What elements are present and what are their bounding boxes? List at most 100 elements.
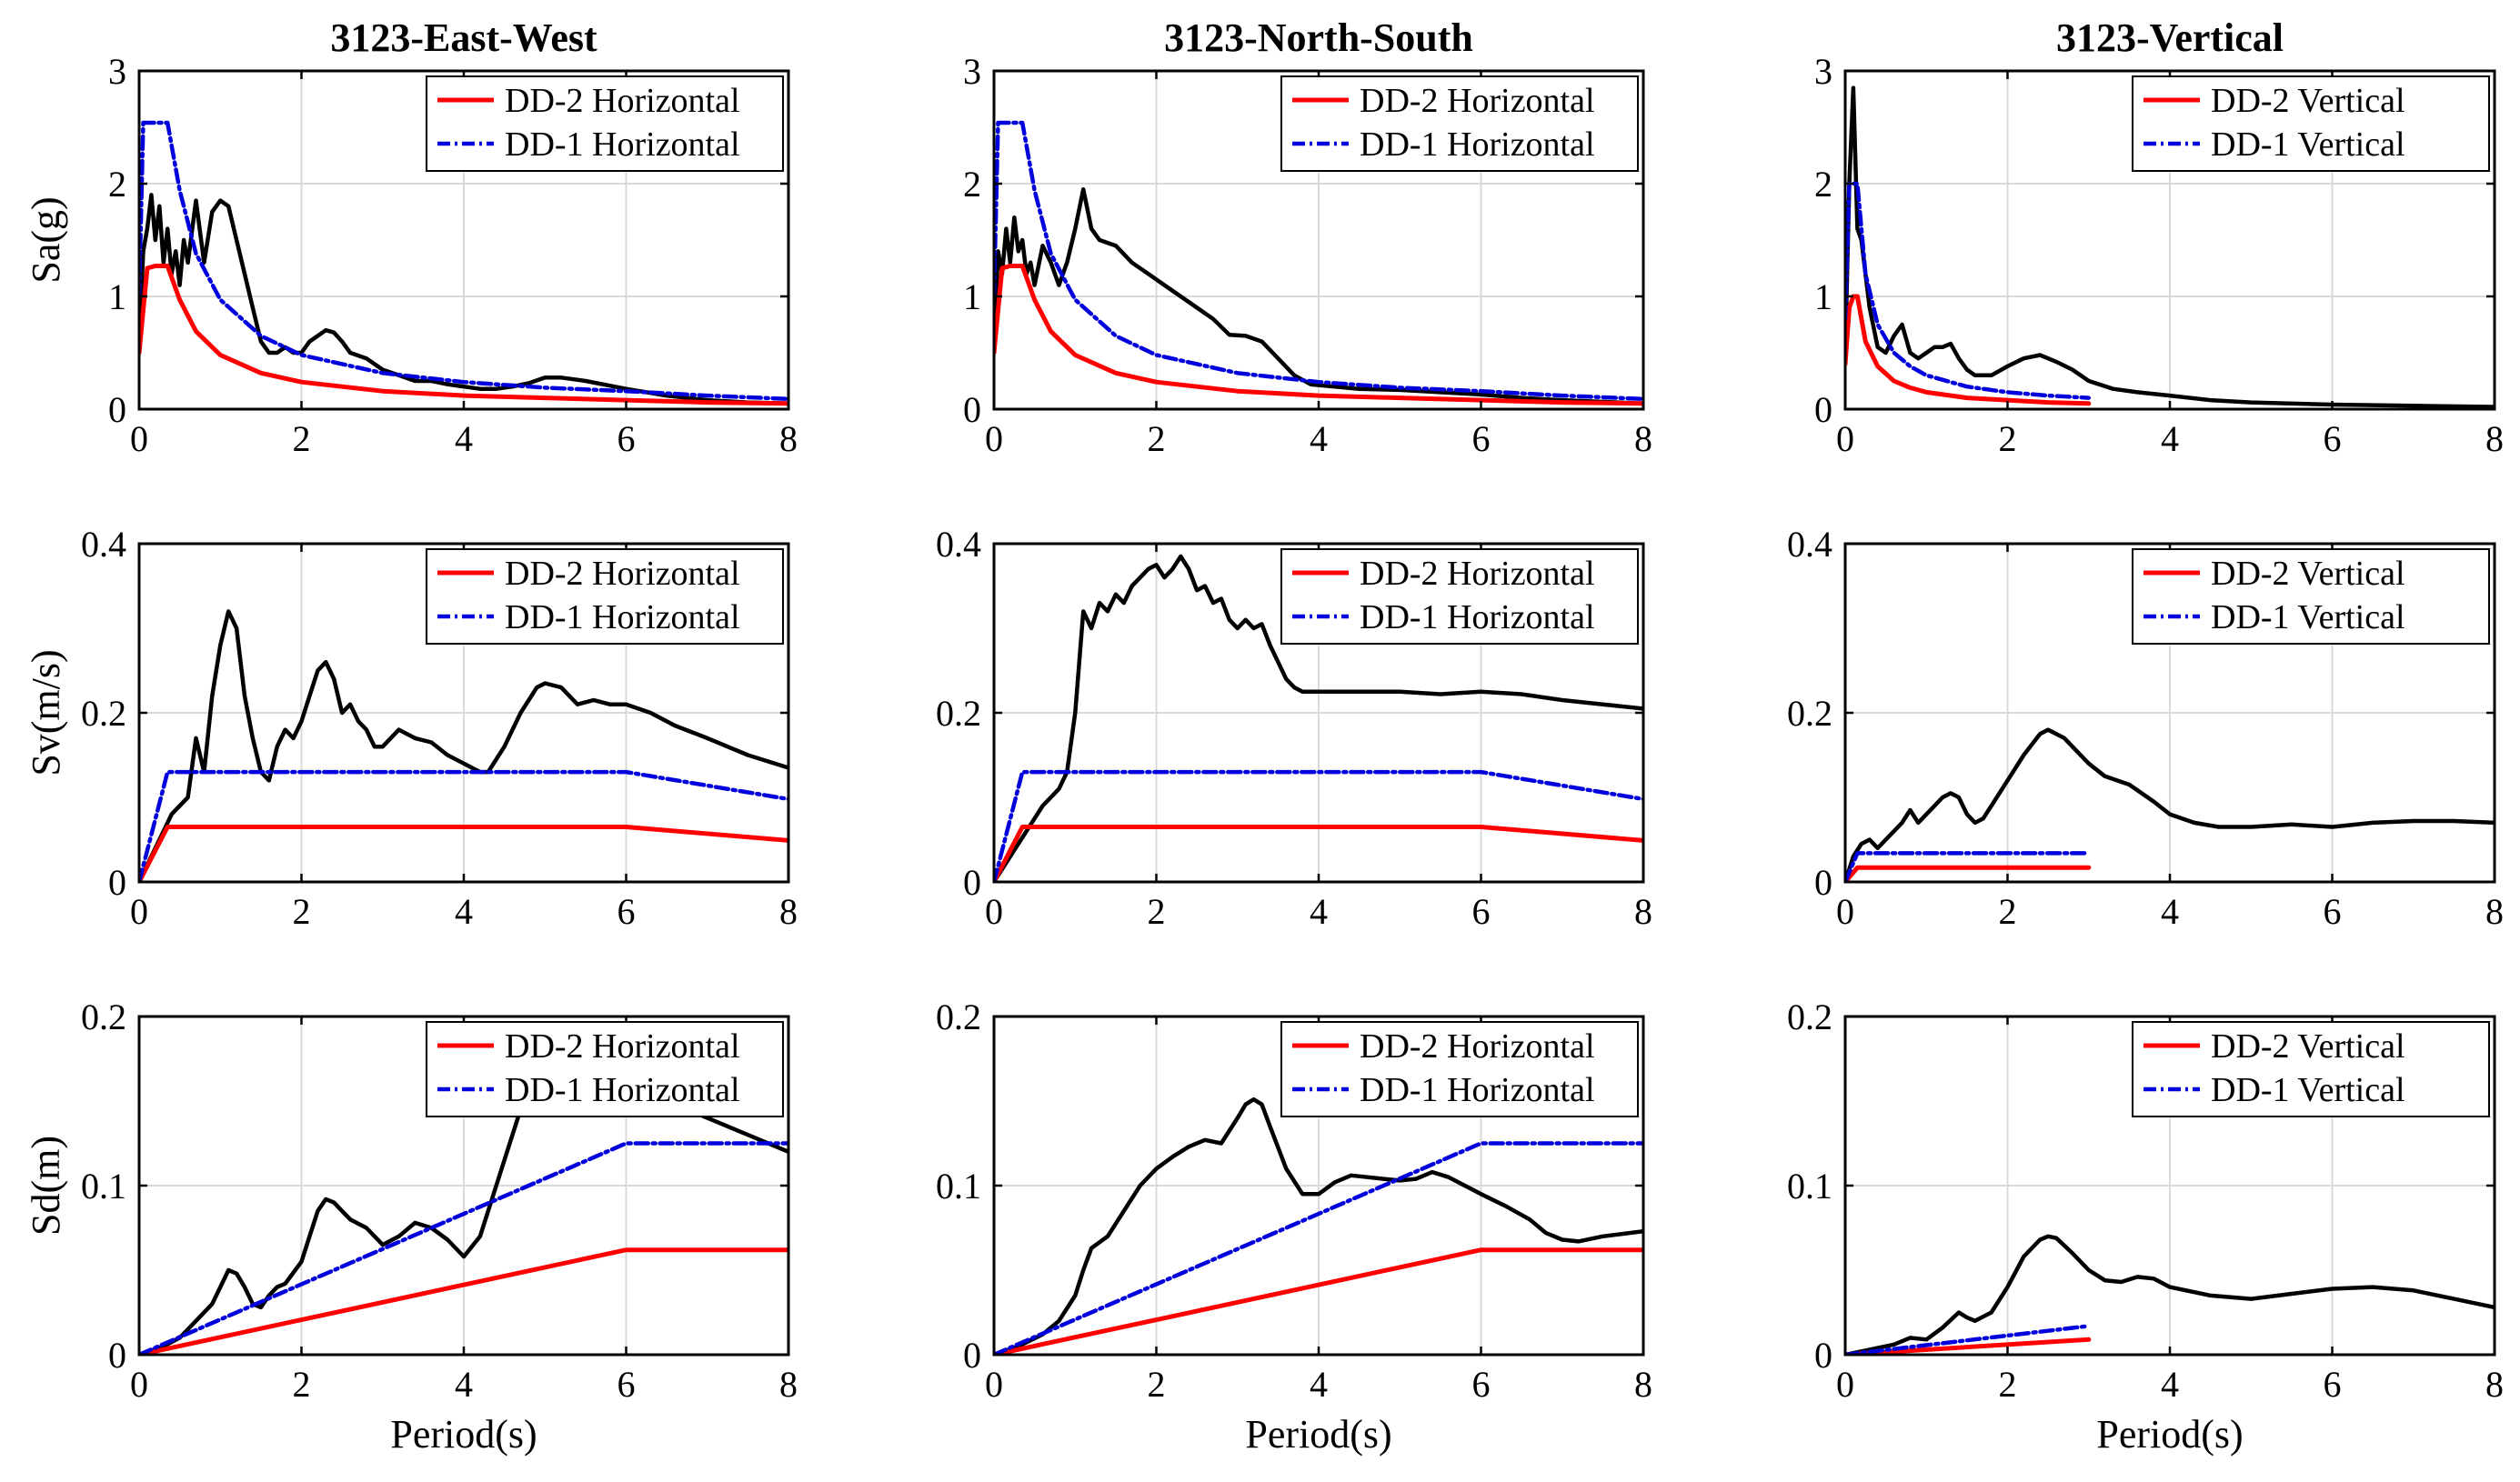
y-tick-label: 0.2 xyxy=(936,693,981,734)
x-tick-label: 6 xyxy=(617,891,636,932)
legend-box xyxy=(426,1021,784,1117)
legend: DD-2 Vertical DD-1 Vertical xyxy=(2132,75,2490,172)
legend-box xyxy=(426,75,784,172)
subplot-3-3: 0 2 4 6 8 0 0.1 0.2 Period(s) DD-2 Vertical DD-1 V… xyxy=(1787,996,2504,1457)
x-tick-label: 2 xyxy=(1999,418,2017,459)
x-tick-label: 6 xyxy=(617,1364,636,1405)
x-tick-label: 6 xyxy=(1472,418,1491,459)
legend: DD-2 Horizontal DD-1 Horizontal xyxy=(426,548,784,645)
legend: DD-2 Horizontal DD-1 Horizontal xyxy=(426,75,784,172)
x-axis-label: Period(s) xyxy=(2096,1412,2243,1457)
series-line-dd1 xyxy=(1845,851,2092,882)
y-tick-label: 1 xyxy=(963,276,981,317)
series-line-dd2 xyxy=(139,1247,788,1355)
x-tick-label: 8 xyxy=(2485,1364,2504,1405)
legend: DD-2 Horizontal DD-1 Horizontal xyxy=(426,1021,784,1117)
x-tick-label: 4 xyxy=(2161,891,2179,932)
legend-box xyxy=(1280,75,1639,172)
x-tick-label: 8 xyxy=(2485,418,2504,459)
subplot-1-1: 0 2 4 6 8 0 1 2 3 3123-East-West Sa(g) DD-2 Horizon… xyxy=(24,15,798,459)
legend-box xyxy=(1280,1021,1639,1117)
x-tick-label: 4 xyxy=(455,1364,473,1405)
series-line-dd2 xyxy=(994,825,1643,882)
x-tick-label: 4 xyxy=(2161,418,2179,459)
y-tick-label: 0.4 xyxy=(936,524,981,565)
series-line-record xyxy=(1845,727,2495,882)
legend-entry: DD-2 Vertical xyxy=(2211,1027,2405,1066)
y-tick-label: 0 xyxy=(108,862,126,903)
y-tick-label: 0 xyxy=(1814,1335,1832,1376)
x-tick-label: 2 xyxy=(293,891,311,932)
y-tick-label: 0 xyxy=(963,389,981,430)
y-tick-label: 0.4 xyxy=(81,524,126,565)
series-line-record xyxy=(1845,1234,2495,1355)
x-tick-label: 8 xyxy=(2485,891,2504,932)
series-line-dd1 xyxy=(994,769,1643,882)
legend-entry: DD-2 Vertical xyxy=(2211,82,2405,120)
x-tick-label: 4 xyxy=(1310,418,1328,459)
x-tick-label: 8 xyxy=(1634,418,1652,459)
y-axis-label: Sa(g) xyxy=(24,196,68,283)
x-tick-label: 2 xyxy=(1148,891,1166,932)
legend-box xyxy=(2132,1021,2490,1117)
y-tick-label: 0 xyxy=(1814,862,1832,903)
series-line-dd2 xyxy=(994,264,1643,406)
y-tick-label: 2 xyxy=(1814,164,1832,205)
legend-entry: DD-1 Horizontal xyxy=(505,125,740,164)
y-tick-label: 3 xyxy=(1814,51,1832,92)
series-group xyxy=(994,554,1643,882)
legend-entry: DD-2 Horizontal xyxy=(505,82,740,120)
legend: DD-2 Vertical DD-1 Vertical xyxy=(2132,1021,2490,1117)
legend-entry: DD-1 Horizontal xyxy=(1360,1071,1595,1109)
y-tick-label: 2 xyxy=(108,164,126,205)
legend-box xyxy=(2132,75,2490,172)
x-tick-label: 6 xyxy=(1472,891,1491,932)
legend: DD-2 Horizontal DD-1 Horizontal xyxy=(1280,548,1639,645)
y-tick-label: 0.4 xyxy=(1787,524,1832,565)
x-tick-label: 2 xyxy=(293,418,311,459)
x-tick-label: 4 xyxy=(455,891,473,932)
y-tick-label: 0 xyxy=(108,1335,126,1376)
y-tick-label: 1 xyxy=(1814,276,1832,317)
series-line-dd1 xyxy=(1845,1324,2092,1355)
legend-box xyxy=(1280,548,1639,645)
x-tick-label: 2 xyxy=(1148,1364,1166,1405)
legend-entry: DD-2 Vertical xyxy=(2211,555,2405,593)
subplot-3-2: 0 2 4 6 8 0 0.1 0.2 Period(s) DD-2 Horizontal DD-1… xyxy=(936,996,1652,1457)
subplot-1-3: 0 2 4 6 8 0 1 2 3 3123-Vertical DD-2 Vertical DD-1 … xyxy=(1814,15,2504,459)
x-tick-label: 8 xyxy=(779,418,798,459)
legend-entry: DD-1 Horizontal xyxy=(1360,598,1595,636)
subplot-2-3: 0 2 4 6 8 0 0.2 0.4 DD-2 Vertical DD-1 Vertical xyxy=(1787,524,2504,932)
series-line-dd1 xyxy=(139,120,788,402)
x-tick-label: 0 xyxy=(130,418,148,459)
x-tick-label: 2 xyxy=(1999,1364,2017,1405)
subplot-title: 3123-North-South xyxy=(1164,15,1473,60)
series-group xyxy=(1845,1234,2495,1355)
x-tick-label: 0 xyxy=(1836,418,1854,459)
y-tick-label: 3 xyxy=(963,51,981,92)
subplot-title: 3123-Vertical xyxy=(2056,15,2284,60)
y-tick-label: 0.2 xyxy=(1787,996,1832,1037)
y-tick-label: 0.2 xyxy=(936,996,981,1037)
x-tick-label: 4 xyxy=(1310,1364,1328,1405)
y-tick-label: 0 xyxy=(108,389,126,430)
series-line-record xyxy=(994,554,1643,882)
y-tick-label: 0 xyxy=(963,862,981,903)
series-group xyxy=(139,120,788,406)
x-tick-label: 4 xyxy=(2161,1364,2179,1405)
x-tick-label: 0 xyxy=(1836,891,1854,932)
x-tick-label: 0 xyxy=(130,891,148,932)
x-tick-label: 4 xyxy=(455,418,473,459)
series-line-dd2 xyxy=(139,825,788,882)
legend-entry: DD-1 Horizontal xyxy=(505,1071,740,1109)
legend-entry: DD-1 Vertical xyxy=(2211,1071,2405,1109)
series-line-record xyxy=(994,186,1643,406)
series-line-record xyxy=(1845,85,2495,409)
legend-entry: DD-1 Horizontal xyxy=(1360,125,1595,164)
x-tick-label: 6 xyxy=(617,418,636,459)
series-line-dd1 xyxy=(139,1141,788,1355)
y-tick-label: 0.1 xyxy=(81,1166,126,1207)
x-tick-label: 8 xyxy=(779,891,798,932)
legend-entry: DD-2 Horizontal xyxy=(1360,82,1595,120)
